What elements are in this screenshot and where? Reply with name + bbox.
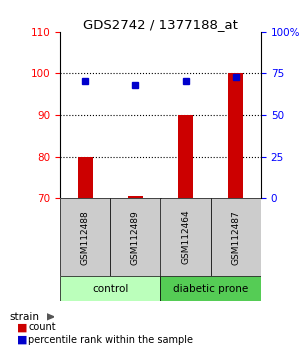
Text: ■: ■ [16, 335, 27, 345]
Bar [178, 115, 193, 198]
Bar [60, 276, 160, 301]
Bar [228, 73, 243, 198]
Text: ■: ■ [16, 322, 27, 332]
Text: GSM112488: GSM112488 [81, 210, 90, 264]
Title: GDS2742 / 1377188_at: GDS2742 / 1377188_at [83, 18, 238, 31]
Bar [211, 198, 261, 276]
Text: count: count [28, 322, 56, 332]
Bar [78, 156, 93, 198]
Bar [160, 198, 211, 276]
Bar [60, 198, 110, 276]
Text: GSM112489: GSM112489 [131, 210, 140, 264]
Text: control: control [92, 284, 128, 293]
Text: diabetic prone: diabetic prone [173, 284, 248, 293]
Bar [160, 276, 261, 301]
Text: strain: strain [9, 312, 39, 322]
Bar [128, 196, 143, 198]
Text: GSM112487: GSM112487 [231, 210, 240, 264]
Text: percentile rank within the sample: percentile rank within the sample [28, 335, 194, 345]
Text: GSM112464: GSM112464 [181, 210, 190, 264]
Bar [110, 198, 160, 276]
Polygon shape [46, 314, 54, 320]
